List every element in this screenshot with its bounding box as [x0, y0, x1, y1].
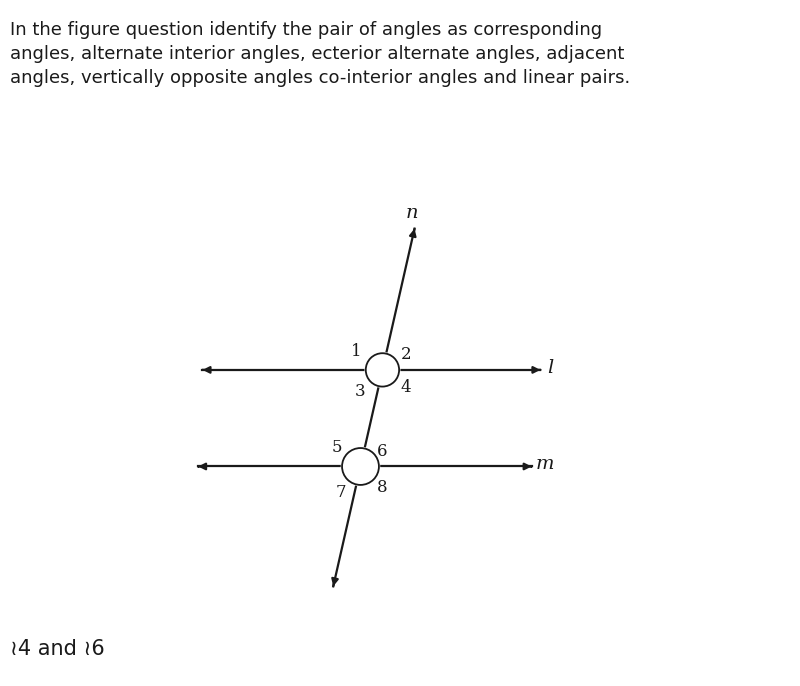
Text: In the figure question identify the pair of angles as corresponding
angles, alte: In the figure question identify the pair…	[10, 21, 630, 87]
Text: 5: 5	[332, 438, 342, 456]
Text: l: l	[547, 359, 554, 377]
Text: n: n	[406, 204, 418, 222]
Text: m: m	[536, 456, 554, 473]
Text: 3: 3	[355, 383, 366, 401]
Text: ≀4 and ≀6: ≀4 and ≀6	[10, 639, 105, 659]
Text: 1: 1	[351, 343, 362, 360]
Text: 2: 2	[400, 346, 411, 363]
Text: 4: 4	[400, 379, 411, 397]
Text: 6: 6	[378, 442, 388, 460]
Circle shape	[341, 447, 380, 486]
Text: 7: 7	[336, 484, 346, 501]
Circle shape	[365, 352, 401, 388]
Text: 8: 8	[378, 479, 388, 496]
